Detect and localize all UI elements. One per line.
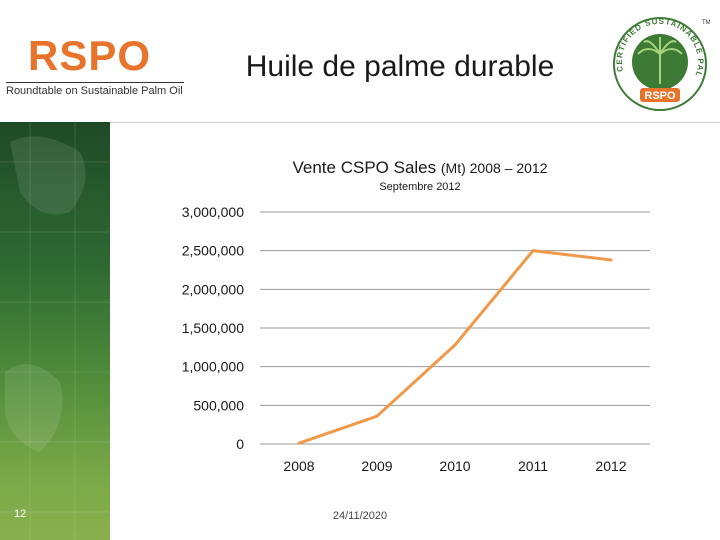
slide-header: RSPO Roundtable on Sustainable Palm Oil … [0, 0, 720, 120]
y-tick-label: 1,500,000 [182, 320, 244, 336]
slide-title: Huile de palme durable [245, 50, 555, 83]
x-tick-label: 2012 [595, 458, 626, 474]
rspo-logo-subtitle: Roundtable on Sustainable Palm Oil [6, 85, 183, 97]
y-tick-label: 0 [236, 436, 244, 452]
x-tick-label: 2011 [518, 458, 548, 474]
x-tick-label: 2008 [283, 458, 314, 474]
data-point [297, 441, 301, 445]
y-tick-label: 500,000 [193, 397, 244, 413]
y-tick-label: 3,000,000 [182, 204, 244, 220]
world-map-pattern-icon [0, 122, 110, 540]
y-tick-label: 2,000,000 [182, 281, 244, 297]
y-tick-label: 1,000,000 [182, 359, 244, 375]
cert-logo-brand: RSPO [644, 90, 676, 102]
header-divider [110, 122, 720, 123]
palm-tree-icon [637, 36, 683, 84]
chart-title-unit: (Mt) 2008 – 2012 [440, 160, 548, 176]
cert-logo-tm: TM [702, 20, 710, 26]
data-point [453, 343, 457, 347]
footer-date: 24/11/2020 [332, 510, 388, 522]
rspo-logo: RSPO Roundtable on Sustainable Palm Oil [6, 30, 191, 100]
side-map-panel [0, 122, 110, 540]
series-line [298, 249, 612, 445]
rspo-logo-word: RSPO [28, 32, 152, 79]
data-point [609, 258, 613, 262]
chart-title: Vente CSPO Sales (Mt) 2008 – 2012 [240, 158, 600, 178]
y-tick-label: 2,500,000 [182, 243, 244, 259]
chart-title-main: Vente CSPO Sales [292, 158, 437, 177]
rspo-logo-rule [6, 82, 184, 83]
chart-subtitle: Septembre 2012 [379, 181, 461, 193]
x-tick-label: 2010 [439, 458, 470, 474]
x-tick-label: 2009 [361, 458, 392, 474]
certified-palm-oil-logo: RSPO TM CERTIFIED SUSTAINABLE PALM OIL [610, 14, 710, 111]
slide-number: 12 [14, 508, 27, 520]
data-point [531, 249, 535, 253]
data-point [375, 414, 379, 418]
